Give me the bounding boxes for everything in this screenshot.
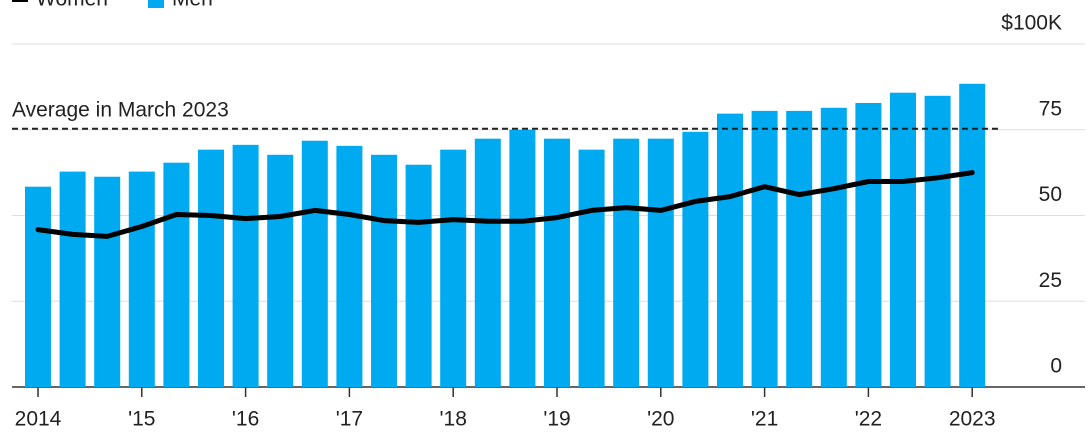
bar [820, 107, 847, 387]
x-tick-label: 2023 [949, 408, 996, 431]
legend-label: Women [36, 0, 108, 11]
bar [890, 92, 916, 388]
x-tick-label: '19 [543, 408, 570, 431]
y-tick-label: $100K [1001, 12, 1062, 35]
bar [405, 164, 432, 387]
bar [59, 171, 86, 387]
bar [717, 113, 743, 387]
y-tick-label: 75 [1039, 97, 1062, 120]
bar [301, 140, 328, 387]
y-tick-label: 0 [1050, 355, 1062, 378]
x-tick-label: '18 [440, 408, 467, 431]
bar [94, 176, 121, 387]
bar [267, 154, 294, 387]
bar [578, 149, 605, 387]
bar [924, 95, 951, 387]
x-tick-label: '15 [128, 408, 155, 431]
x-tick-label: '22 [855, 408, 882, 431]
x-tick-label: '21 [751, 408, 778, 431]
x-tick-label: '20 [647, 408, 674, 431]
bar [198, 149, 224, 387]
bar [128, 171, 155, 387]
bar [25, 186, 51, 387]
bar [232, 144, 259, 387]
bar [647, 138, 674, 387]
bar [163, 162, 190, 387]
x-tick-label: '16 [232, 408, 259, 431]
bar [509, 129, 536, 387]
bar [855, 102, 882, 387]
bar [786, 110, 813, 387]
bar [959, 83, 986, 388]
bar [682, 131, 709, 387]
bar [440, 149, 467, 387]
y-tick-label: 25 [1039, 269, 1062, 292]
bar [751, 110, 778, 387]
x-tick-label: 2014 [15, 408, 62, 431]
bar [544, 138, 570, 387]
bar [613, 138, 640, 387]
bar [474, 138, 501, 387]
bar [336, 145, 363, 387]
legend-swatch [148, 0, 164, 8]
reference-label: Average in March 2023 [12, 98, 229, 121]
y-tick-label: 50 [1039, 183, 1062, 206]
legend-label: Men [172, 0, 213, 11]
line [35, 170, 975, 239]
bar [371, 154, 397, 387]
x-tick-label: '17 [336, 408, 363, 431]
